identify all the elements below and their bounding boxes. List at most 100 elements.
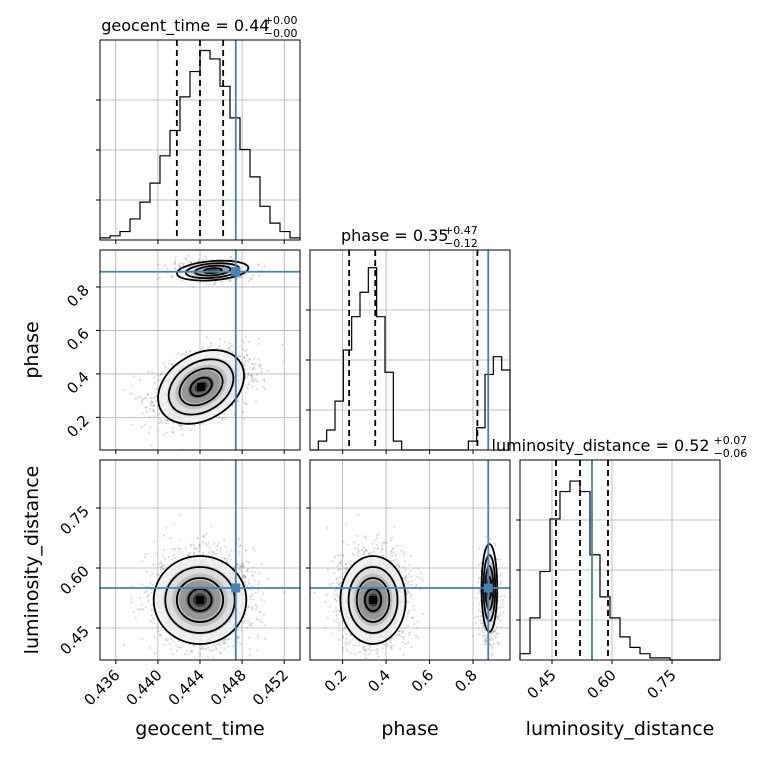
sample-point — [219, 640, 222, 643]
sample-point — [238, 564, 241, 567]
sample-point — [249, 595, 252, 598]
sample-point — [209, 345, 212, 348]
sample-point — [151, 371, 154, 374]
sample-point — [165, 422, 168, 425]
sample-point — [148, 415, 151, 418]
sample-point — [251, 608, 254, 611]
sample-point — [165, 419, 168, 422]
sample-point — [172, 653, 175, 656]
sample-point — [157, 413, 160, 416]
title-minus: −0.00 — [264, 27, 298, 40]
sample-point — [178, 265, 181, 268]
sample-point — [130, 601, 133, 604]
sample-point — [241, 565, 244, 568]
histogram-step — [519, 480, 720, 661]
sample-point — [188, 554, 191, 557]
sample-point — [155, 399, 158, 402]
sample-point — [243, 356, 246, 359]
sample-point — [153, 652, 156, 655]
sample-point — [162, 433, 165, 436]
sample-point — [158, 633, 161, 636]
sample-point — [219, 643, 222, 646]
sample-point — [158, 422, 161, 425]
sample-point — [155, 391, 158, 394]
sample-point — [241, 563, 244, 566]
truth-marker — [231, 267, 241, 277]
sample-point — [260, 621, 263, 624]
sample-point — [130, 392, 133, 395]
sample-point — [218, 643, 221, 646]
sample-point — [242, 566, 245, 569]
sample-point — [258, 572, 261, 575]
sample-point — [218, 345, 221, 348]
sample-point — [244, 584, 247, 587]
sample-point — [207, 541, 210, 544]
sample-point — [255, 373, 258, 376]
sample-point — [260, 562, 263, 565]
sample-point — [160, 562, 163, 565]
sample-point — [153, 415, 156, 418]
sample-point — [243, 417, 246, 420]
sample-point — [224, 546, 227, 549]
sample-point — [212, 283, 215, 286]
sample-point — [157, 374, 160, 377]
contour-line — [157, 349, 245, 425]
hist-panel-phase: phase = 0.35+0.47−0.12 — [306, 224, 511, 454]
sample-point — [250, 606, 253, 609]
sample-point — [246, 348, 249, 351]
sample-point — [145, 571, 148, 574]
sample-point — [150, 620, 153, 623]
sample-point — [263, 637, 266, 640]
sample-point — [219, 549, 222, 552]
sample-point — [223, 413, 226, 416]
sample-point — [252, 363, 255, 366]
title-minus: −0.06 — [714, 447, 748, 460]
sample-point — [158, 562, 161, 565]
sample-point — [149, 408, 152, 411]
sample-point — [162, 568, 165, 571]
sample-point — [146, 393, 149, 396]
sample-point — [239, 544, 242, 547]
sample-point — [252, 566, 255, 569]
sample-point — [244, 612, 247, 615]
sample-point — [244, 360, 247, 363]
sample-point — [248, 359, 251, 362]
title-plus: +0.07 — [714, 434, 748, 447]
sample-point — [230, 558, 233, 561]
sample-point — [158, 277, 161, 280]
sample-point — [205, 282, 208, 285]
contours — [157, 259, 250, 425]
contour-line — [178, 367, 224, 407]
sample-point — [244, 373, 247, 376]
sample-point — [179, 266, 182, 269]
sample-point — [159, 566, 162, 569]
sample-point — [193, 551, 196, 554]
sample-point — [165, 637, 168, 640]
sample-point — [161, 371, 164, 374]
sample-point — [174, 267, 177, 270]
sample-point — [185, 258, 188, 261]
sample-point — [171, 558, 174, 561]
sample-point — [240, 565, 243, 568]
sample-point — [177, 547, 180, 550]
sample-point — [141, 638, 144, 641]
sample-point — [146, 595, 149, 598]
sample-point — [237, 538, 240, 541]
sample-point — [253, 549, 256, 552]
sample-point — [213, 283, 216, 286]
axes-frame — [309, 249, 511, 451]
sample-point — [209, 649, 212, 652]
sample-point — [164, 366, 167, 369]
sample-point — [149, 403, 152, 406]
sample-point — [144, 397, 147, 400]
sample-point — [263, 387, 266, 390]
sample-point — [179, 646, 182, 649]
sample-point — [251, 585, 254, 588]
sample-point — [173, 548, 176, 551]
sample-point — [186, 653, 189, 656]
sample-point — [240, 629, 243, 632]
sample-point — [152, 404, 155, 407]
sample-point — [254, 591, 257, 594]
sample-point — [204, 255, 207, 258]
sample-point — [251, 575, 254, 578]
